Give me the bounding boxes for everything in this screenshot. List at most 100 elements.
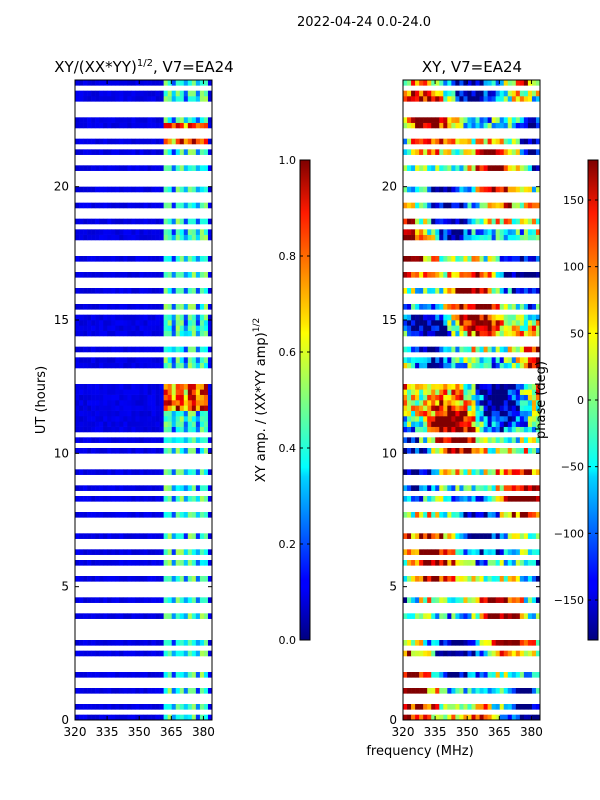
heatmap-cell [503, 688, 509, 694]
heatmap-cell [115, 80, 120, 86]
heatmap-cell [475, 90, 480, 97]
heatmap-cell [455, 426, 460, 433]
heatmap-cell [167, 597, 173, 603]
heatmap-cell [435, 149, 440, 155]
heatmap-cell [187, 346, 193, 353]
heatmap-cell [123, 448, 128, 454]
heatmap-cell [151, 533, 156, 539]
heatmap-cell [179, 394, 185, 401]
heatmap-cell [107, 202, 112, 209]
heatmap-cell [119, 650, 124, 657]
heatmap-cell [79, 314, 84, 321]
heatmap-cell [75, 613, 80, 619]
heatmap-cell [207, 117, 213, 123]
heatmap-cell [203, 186, 209, 193]
heatmap-cell [463, 549, 468, 555]
heatmap-cell [523, 410, 529, 417]
heatmap-cell [431, 714, 436, 721]
heatmap-cell [451, 330, 456, 337]
heatmap-cell [519, 304, 525, 310]
heatmap-cell [439, 437, 444, 443]
heatmap-cell [151, 485, 156, 491]
heatmap-cell [79, 496, 84, 502]
heatmap-cell [515, 362, 521, 369]
heatmap-cell [195, 362, 201, 369]
heatmap-cell [207, 613, 213, 619]
heatmap-cell [463, 405, 468, 411]
heatmap-cell [463, 613, 468, 619]
heatmap-cell [467, 229, 472, 235]
heatmap-cell [183, 138, 189, 145]
heatmap-cell [115, 256, 120, 262]
heatmap-cell [207, 485, 213, 491]
heatmap-cell [475, 304, 480, 310]
heatmap-cell [99, 448, 104, 454]
heatmap-cell [115, 389, 120, 395]
colorbar-tick-label: 0.2 [279, 538, 297, 551]
heatmap-cell [107, 576, 112, 582]
heatmap-cell [103, 426, 108, 433]
heatmap-cell [439, 400, 444, 406]
heatmap-cell [87, 469, 92, 475]
heatmap-cell [83, 325, 88, 331]
heatmap-cell [423, 320, 428, 326]
heatmap-cell [447, 202, 452, 209]
heatmap-cell [439, 202, 444, 209]
heatmap-cell [475, 533, 480, 539]
heatmap-cell [459, 533, 464, 539]
heatmap-cell [463, 138, 468, 145]
heatmap-cell [467, 640, 472, 646]
heatmap-cell [483, 80, 488, 86]
heatmap-cell [499, 496, 505, 502]
heatmap-cell [91, 560, 96, 566]
heatmap-cell [419, 384, 424, 390]
heatmap-cell [463, 80, 468, 86]
heatmap-cell [139, 437, 144, 443]
heatmap-cell [111, 384, 116, 390]
heatmap-cell [507, 469, 513, 475]
heatmap-cell [123, 672, 128, 678]
heatmap-cell [111, 714, 116, 721]
heatmap-cell [95, 576, 100, 582]
heatmap-cell [511, 426, 517, 433]
heatmap-cell [159, 384, 164, 390]
heatmap-cell [443, 549, 448, 555]
heatmap-cell [439, 384, 444, 390]
heatmap-cell [451, 149, 456, 155]
heatmap-cell [423, 218, 428, 225]
heatmap-cell [187, 389, 193, 395]
heatmap-cell [131, 330, 136, 337]
heatmap-cell [199, 405, 205, 411]
heatmap-cell [103, 549, 108, 555]
heatmap-cell [115, 362, 120, 369]
heatmap-cell [191, 138, 197, 145]
heatmap-cell [423, 362, 428, 369]
heatmap-cell [199, 437, 205, 443]
heatmap-cell [507, 437, 513, 443]
heatmap-cell [427, 640, 432, 646]
heatmap-cell [191, 234, 197, 241]
heatmap-cell [527, 138, 533, 145]
heatmap-cell [411, 485, 416, 491]
heatmap-cell [403, 560, 408, 566]
heatmap-cell [107, 325, 112, 331]
heatmap-cell [491, 256, 496, 262]
heatmap-cell [187, 229, 193, 235]
heatmap-cell [403, 448, 408, 454]
heatmap-cell [415, 394, 420, 401]
heatmap-cell [111, 288, 116, 294]
heatmap-cell [195, 218, 201, 225]
heatmap-cell [507, 314, 513, 321]
heatmap-cell [407, 533, 412, 539]
heatmap-cell [423, 405, 428, 411]
heatmap-cell [435, 496, 440, 502]
heatmap-cell [499, 80, 505, 86]
heatmap-cell [99, 304, 104, 310]
heatmap-cell [471, 400, 476, 406]
heatmap-cell [419, 688, 424, 694]
heatmap-cell [131, 346, 136, 353]
heatmap-cell [99, 704, 104, 710]
heatmap-cell [159, 138, 164, 145]
heatmap-cell [119, 256, 124, 262]
